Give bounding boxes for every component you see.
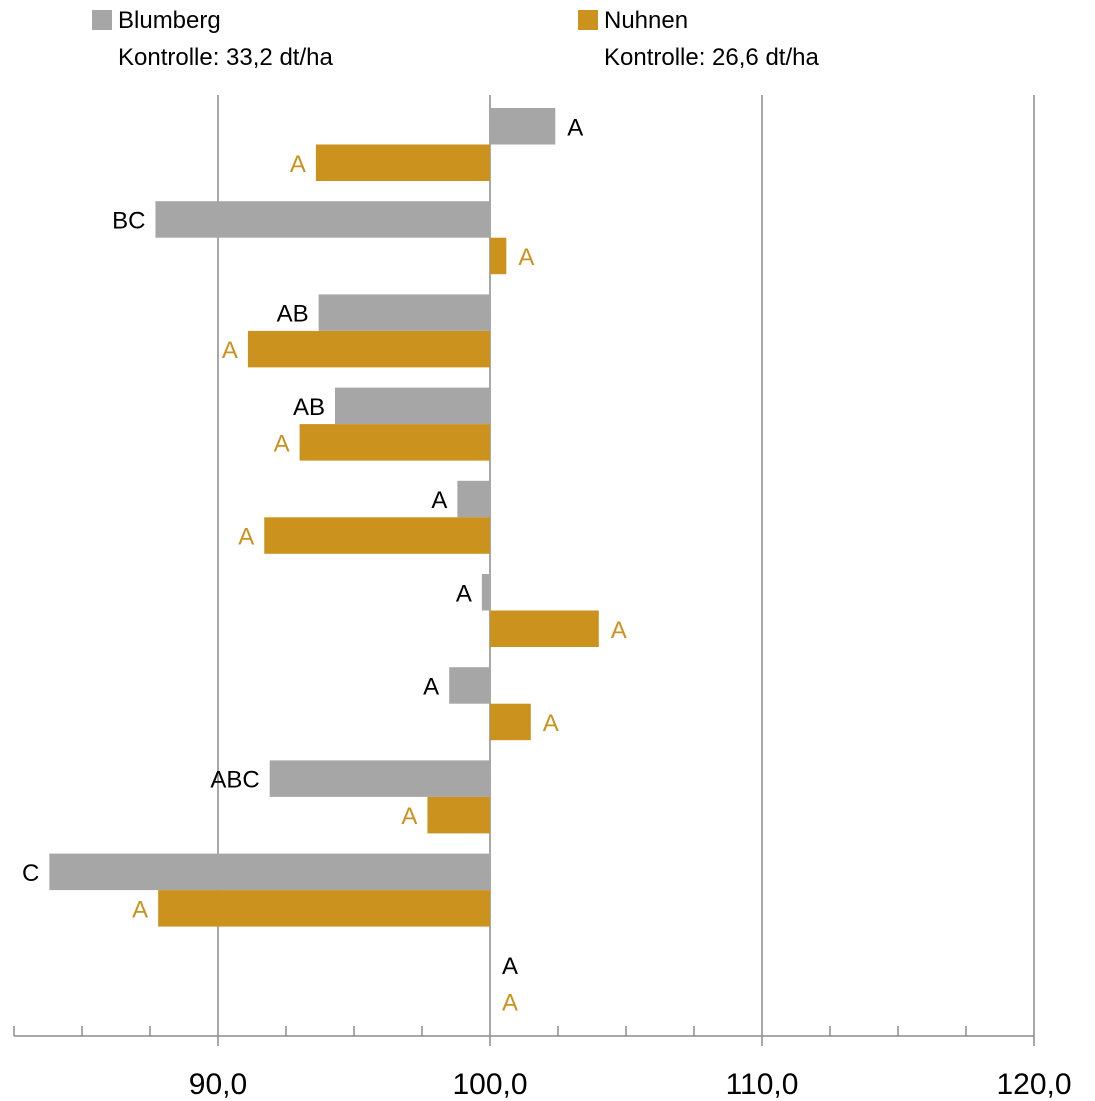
bar-nuhnen-0 <box>315 144 490 181</box>
data-label-nuhnen-9: A <box>502 990 518 1017</box>
data-label-nuhnen-0: A <box>290 151 306 178</box>
data-label-nuhnen-4: A <box>238 524 254 551</box>
data-label-nuhnen-6: A <box>543 710 559 737</box>
bar-blumberg-1 <box>155 201 490 238</box>
data-label-nuhnen-2: A <box>222 337 238 364</box>
bar-blumberg-3 <box>334 387 490 425</box>
data-label-blumberg-6: A <box>423 673 439 700</box>
x-tick-label-2: 110,0 <box>726 1068 799 1101</box>
bar-nuhnen-6 <box>490 703 531 741</box>
data-label-blumberg-7: ABC <box>210 767 259 794</box>
bar-nuhnen-5 <box>490 610 599 647</box>
data-label-blumberg-0: A <box>567 114 583 141</box>
data-label-nuhnen-1: A <box>518 244 534 271</box>
data-label-blumberg-9: A <box>502 953 518 980</box>
bar-nuhnen-1 <box>490 237 507 275</box>
x-tick-label-0: 90,0 <box>189 1068 247 1101</box>
bar-nuhnen-7 <box>427 796 490 834</box>
bar-nuhnen-8 <box>158 890 490 927</box>
bar-blumberg-5 <box>481 574 490 611</box>
bar-blumberg-0 <box>490 108 556 145</box>
data-label-blumberg-8: C <box>22 860 39 887</box>
x-tick-label-3: 120,0 <box>996 1068 1071 1101</box>
bar-blumberg-7 <box>269 760 490 797</box>
data-label-nuhnen-7: A <box>401 803 417 830</box>
legend-note-1: Kontrolle: 26,6 dt/ha <box>604 44 819 71</box>
bar-nuhnen-4 <box>264 517 490 554</box>
bar-nuhnen-3 <box>299 424 490 461</box>
bar-nuhnen-2 <box>247 330 490 368</box>
legend-swatch-0 <box>92 10 112 30</box>
data-label-blumberg-5: A <box>456 580 472 607</box>
legend-label-1: Nuhnen <box>604 7 688 34</box>
bar-blumberg-4 <box>457 480 490 518</box>
data-label-blumberg-2: AB <box>277 301 309 328</box>
data-label-nuhnen-3: A <box>274 430 290 457</box>
legend-note-0: Kontrolle: 33,2 dt/ha <box>118 44 333 71</box>
data-label-nuhnen-8: A <box>132 896 148 923</box>
legend: Blumberg Kontrolle: 33,2 dt/ha Nuhnen Kontr… <box>92 7 819 71</box>
data-label-nuhnen-5: A <box>611 617 627 644</box>
x-tick-label-1: 100,0 <box>452 1068 527 1101</box>
x-axis: 90,0 100,0 110,0 120,0 <box>13 1026 1072 1101</box>
bar-blumberg-8 <box>49 853 491 891</box>
bar-blumberg-6 <box>449 667 490 704</box>
legend-label-0: Blumberg <box>118 7 221 34</box>
data-label-blumberg-1: BC <box>112 207 145 234</box>
bar-blumberg-2 <box>318 294 490 331</box>
legend-swatch-1 <box>578 10 598 30</box>
data-label-blumberg-3: AB <box>293 394 325 421</box>
data-label-blumberg-4: A <box>431 487 447 514</box>
